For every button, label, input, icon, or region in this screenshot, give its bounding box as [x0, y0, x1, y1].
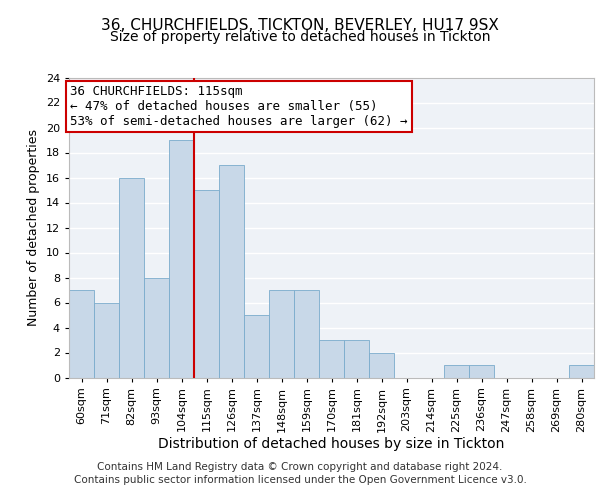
Bar — [319, 340, 344, 378]
Text: Contains HM Land Registry data © Crown copyright and database right 2024.: Contains HM Land Registry data © Crown c… — [97, 462, 503, 472]
Bar — [70, 290, 94, 378]
Bar — [194, 190, 218, 378]
Bar — [469, 365, 494, 378]
Bar — [370, 352, 394, 378]
Bar — [220, 165, 244, 378]
Bar — [94, 302, 119, 378]
Bar — [145, 278, 169, 378]
Bar — [295, 290, 319, 378]
Text: Contains public sector information licensed under the Open Government Licence v3: Contains public sector information licen… — [74, 475, 526, 485]
Text: 36, CHURCHFIELDS, TICKTON, BEVERLEY, HU17 9SX: 36, CHURCHFIELDS, TICKTON, BEVERLEY, HU1… — [101, 18, 499, 32]
Bar — [344, 340, 368, 378]
X-axis label: Distribution of detached houses by size in Tickton: Distribution of detached houses by size … — [158, 437, 505, 451]
Bar — [119, 178, 143, 378]
Bar — [569, 365, 593, 378]
Text: 36 CHURCHFIELDS: 115sqm
← 47% of detached houses are smaller (55)
53% of semi-de: 36 CHURCHFIELDS: 115sqm ← 47% of detache… — [70, 85, 407, 128]
Text: Size of property relative to detached houses in Tickton: Size of property relative to detached ho… — [110, 30, 490, 44]
Bar — [269, 290, 293, 378]
Y-axis label: Number of detached properties: Number of detached properties — [27, 129, 40, 326]
Bar — [445, 365, 469, 378]
Bar — [169, 140, 194, 378]
Bar — [244, 315, 269, 378]
